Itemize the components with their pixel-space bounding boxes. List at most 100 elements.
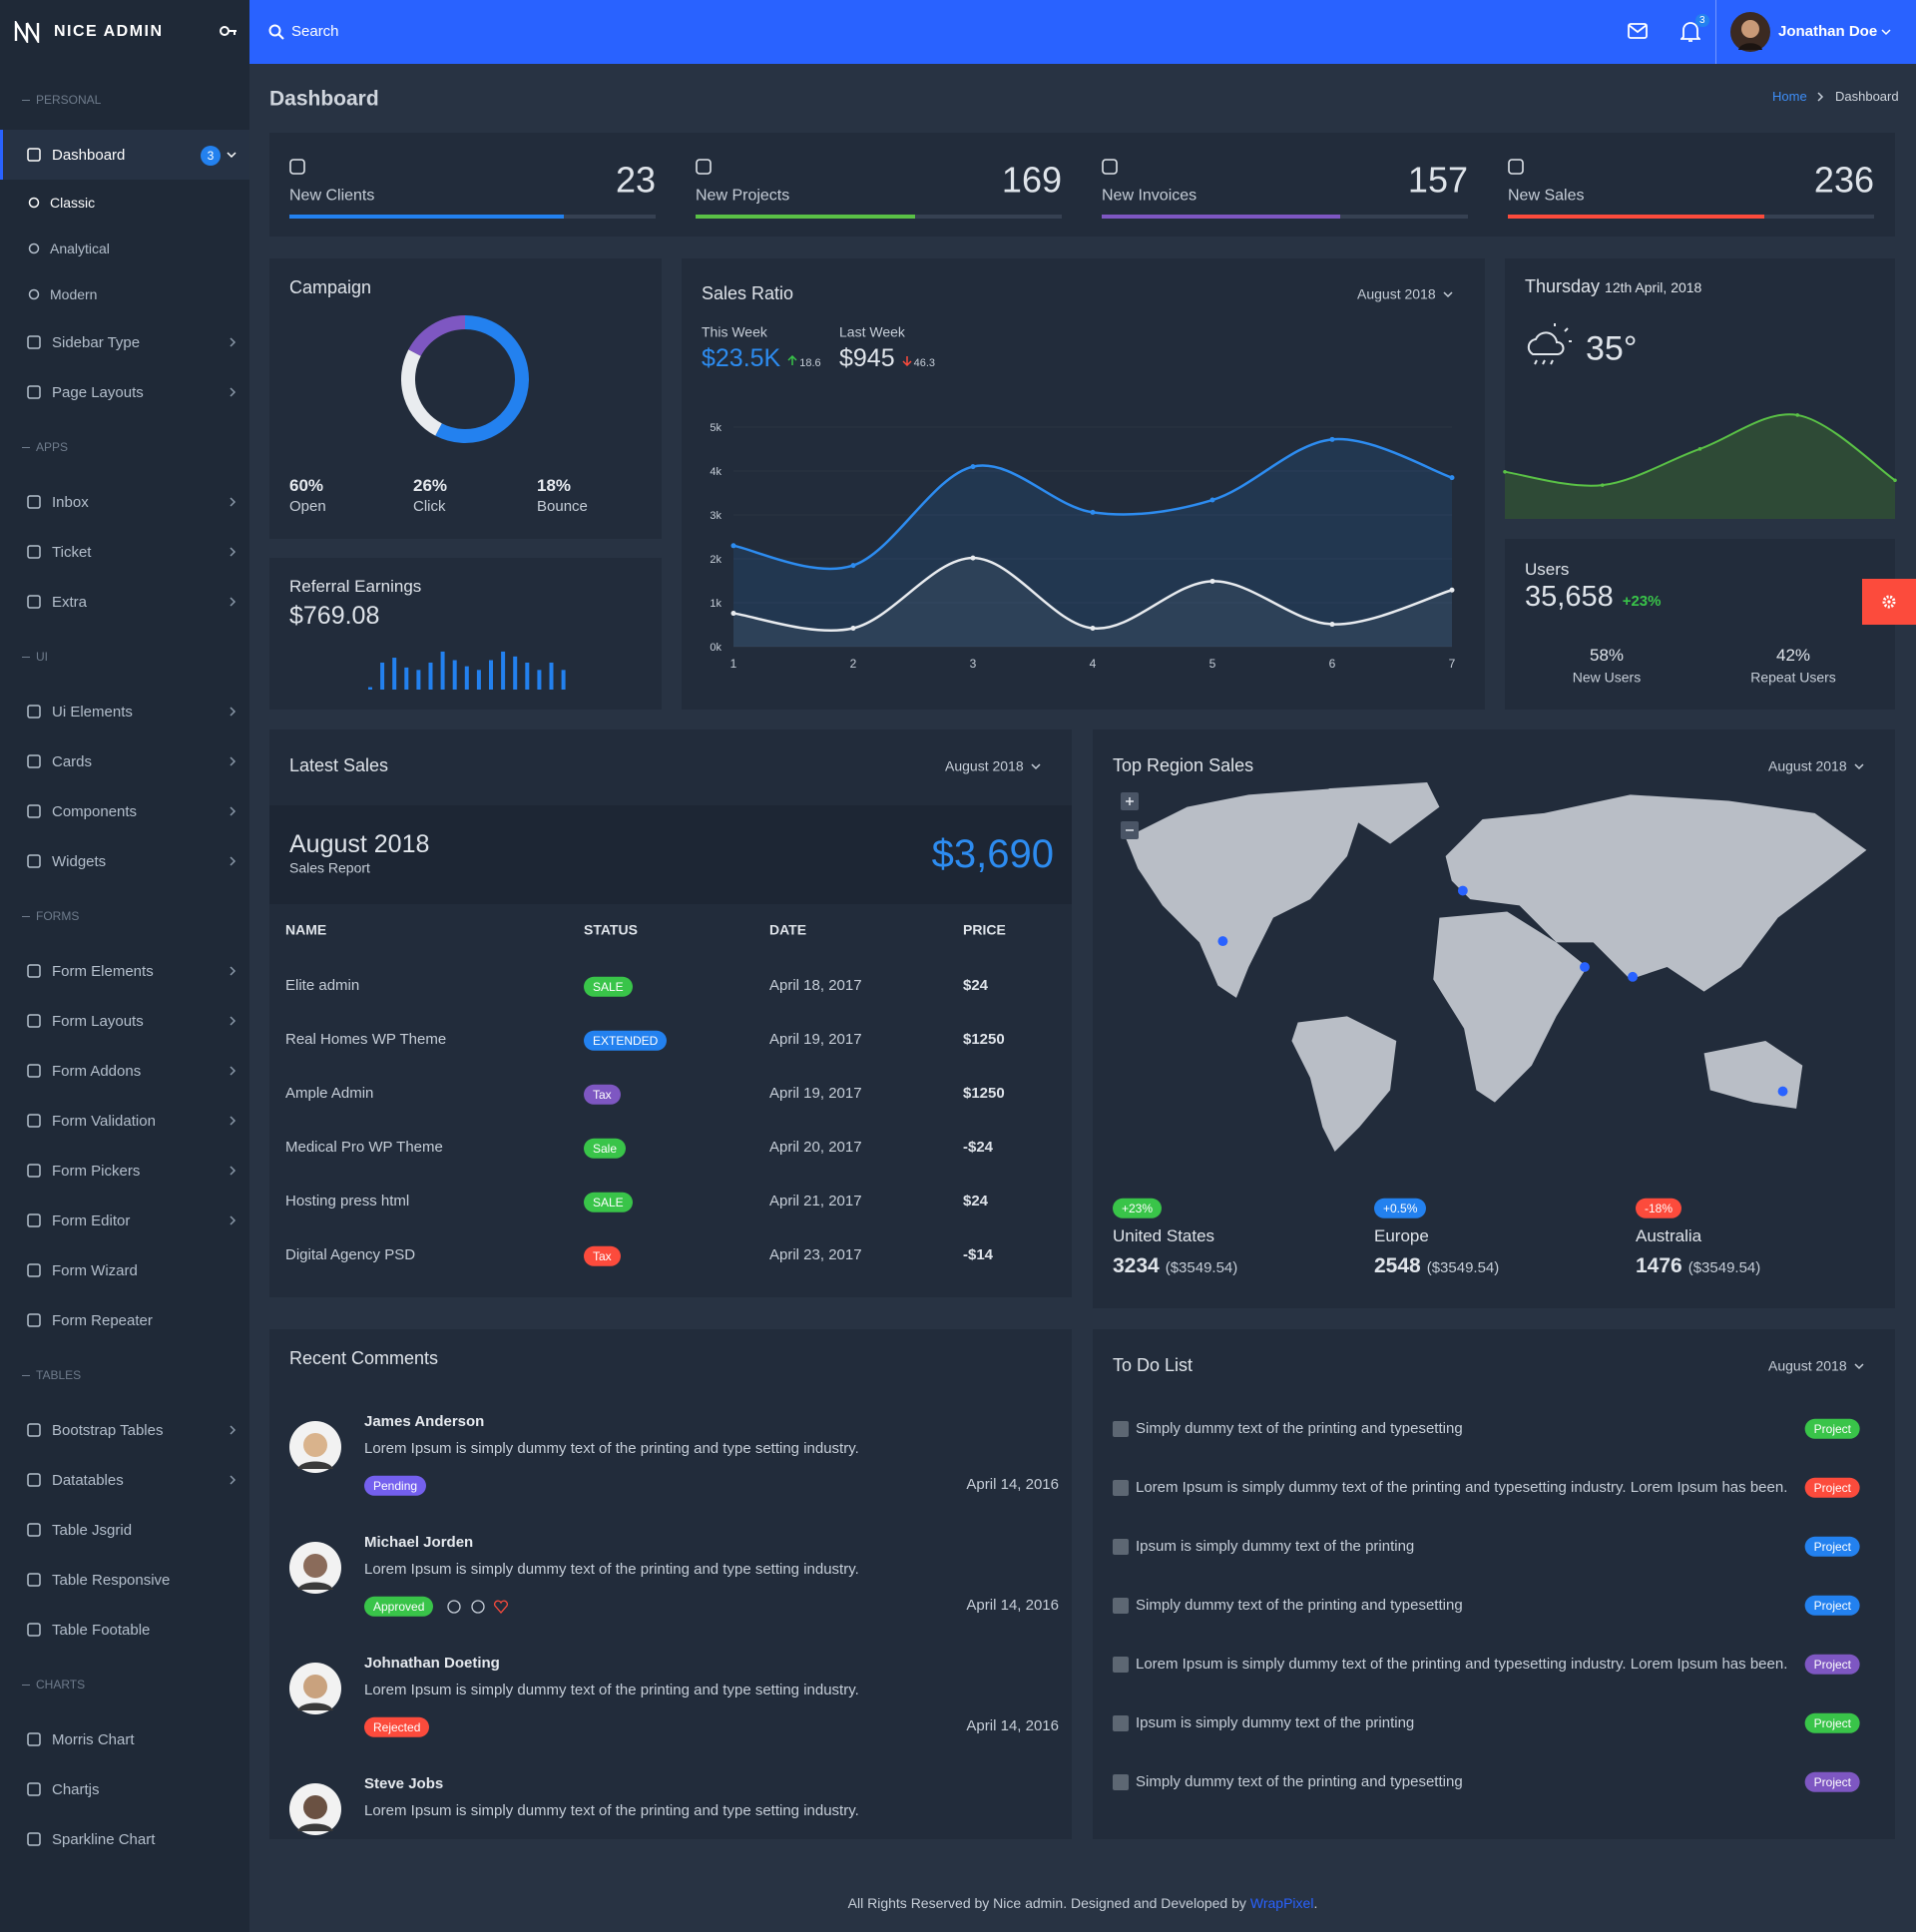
stat-icon — [289, 159, 305, 175]
todo-checkbox[interactable] — [1113, 1480, 1129, 1496]
cell-name: Elite admin — [285, 977, 360, 994]
map-marker[interactable] — [1777, 1086, 1788, 1097]
period-select[interactable]: August 2018 — [945, 757, 1024, 774]
icon-part — [1887, 600, 1891, 604]
y-tick-label: 3k — [710, 510, 721, 522]
column-header: DATE — [769, 921, 807, 938]
mail-icon[interactable] — [1628, 23, 1648, 39]
sidebar-item[interactable]: Sparkline Chart — [0, 1814, 249, 1864]
section-dash — [22, 656, 30, 658]
bell-icon[interactable] — [1680, 21, 1700, 43]
period-select[interactable]: August 2018 — [1357, 285, 1436, 302]
y-tick-label: 1k — [710, 598, 721, 610]
search-input[interactable]: Search — [291, 23, 339, 40]
user-avatar[interactable] — [1730, 12, 1770, 52]
footer-link[interactable]: WrapPixel — [1249, 1895, 1314, 1911]
sidebar-item[interactable]: Table Jsgrid — [0, 1505, 249, 1555]
sidebar-label: Form Elements — [52, 962, 154, 980]
card-title: Users — [1525, 559, 1570, 579]
sidebar-item[interactable]: Chartjs — [0, 1764, 249, 1814]
sidebar-subitem[interactable]: Analytical — [0, 226, 249, 271]
todo-checkbox[interactable] — [1113, 1539, 1129, 1555]
breadcrumb-link[interactable]: Home — [1772, 89, 1807, 105]
icon-part — [27, 1423, 41, 1437]
sidebar-subitem[interactable]: Classic — [0, 180, 249, 226]
settings-button[interactable] — [1862, 579, 1916, 625]
todo-badge: Project — [1804, 1654, 1860, 1676]
todo-checkbox[interactable] — [1113, 1657, 1129, 1673]
map-marker[interactable] — [1580, 962, 1590, 972]
sidebar-section-title: TABLES — [0, 1345, 249, 1405]
sidebar-item[interactable]: Form Validation — [0, 1096, 249, 1146]
cell-date: April 18, 2017 — [769, 977, 862, 994]
sidebar-item[interactable]: Table Responsive — [0, 1555, 249, 1605]
y-tick-label: 5k — [710, 422, 721, 434]
icon-part[interactable] — [494, 1600, 508, 1614]
sidebar-item[interactable]: Ticket — [0, 527, 249, 577]
sidebar-item[interactable]: Form Wizard — [0, 1245, 249, 1295]
sidebar-item[interactable]: Table Footable — [0, 1605, 249, 1655]
chevron-icon — [230, 387, 237, 397]
sidebar-item[interactable]: Form Addons — [0, 1046, 249, 1096]
chevron-icon — [230, 1016, 237, 1026]
sidebar-item[interactable]: Ui Elements — [0, 687, 249, 736]
stat-icon — [1508, 159, 1524, 175]
icon-part — [1628, 23, 1648, 39]
sidebar-label: Sidebar Type — [52, 333, 141, 351]
icon-part[interactable] — [447, 1600, 461, 1614]
stat-value: 236 — [1813, 159, 1874, 201]
sidebar-item[interactable]: Cards — [0, 736, 249, 786]
sidebar-item[interactable]: Form Layouts — [0, 996, 249, 1046]
sidebar-item[interactable]: Widgets — [0, 836, 249, 886]
y-tick-label: 2k — [710, 554, 721, 566]
cell-price: -$14 — [963, 1246, 994, 1263]
sidebar-item[interactable]: Page Layouts — [0, 367, 249, 417]
cell-date: April 21, 2017 — [769, 1193, 862, 1209]
sidebar-item[interactable]: Form Editor — [0, 1196, 249, 1245]
sidebar-item[interactable]: Inbox — [0, 477, 249, 527]
split-value: 58% — [1589, 645, 1625, 665]
icon-part[interactable] — [471, 1600, 485, 1614]
chevron — [230, 1066, 237, 1076]
sidebar-item[interactable]: Extra — [0, 577, 249, 627]
sidebar-label: Extra — [52, 593, 88, 611]
icon-part — [268, 24, 281, 37]
avatar-face — [303, 1433, 327, 1457]
map-marker[interactable] — [1457, 885, 1468, 896]
sidebar-section-title: APPS — [0, 417, 249, 477]
bar — [489, 660, 493, 690]
chevron — [230, 1116, 237, 1126]
sidebar-label: Page Layouts — [52, 383, 144, 401]
period-select[interactable]: August 2018 — [1768, 1357, 1847, 1374]
comment-date: April 14, 2016 — [966, 1476, 1059, 1493]
sidebar-item[interactable]: Bootstrap Tables — [0, 1405, 249, 1455]
sidebar-item[interactable]: Form Pickers — [0, 1146, 249, 1196]
user-name[interactable]: Jonathan Doe — [1778, 23, 1878, 40]
sidebar-item[interactable]: Components — [0, 786, 249, 836]
region-value: 3234 ($3549.54) — [1113, 1254, 1237, 1278]
referral-card: Referral Earnings $769.08 — [269, 558, 662, 710]
todo-checkbox[interactable] — [1113, 1715, 1129, 1731]
chevron — [1881, 29, 1891, 36]
sidebar-item[interactable]: Sidebar Type — [0, 317, 249, 367]
card-title: Top Region Sales — [1113, 755, 1254, 776]
sidebar-item[interactable]: Datatables — [0, 1455, 249, 1505]
todo-checkbox[interactable] — [1113, 1598, 1129, 1614]
todo-checkbox[interactable] — [1113, 1774, 1129, 1790]
todo-checkbox[interactable] — [1113, 1421, 1129, 1437]
sidebar-item[interactable]: Morris Chart — [0, 1714, 249, 1764]
legend-label: Click — [413, 498, 446, 515]
sidebar-item[interactable]: Dashboard 3 — [0, 130, 249, 180]
sidebar-subitem[interactable]: Modern — [0, 271, 249, 317]
bar-chart — [368, 651, 566, 690]
map-marker[interactable] — [1628, 971, 1638, 982]
sidebar-label: Form Layouts — [52, 1012, 144, 1030]
report-total: $3,690 — [931, 832, 1054, 876]
toggle-icon[interactable] — [220, 24, 238, 38]
sidebar-item[interactable]: Form Repeater — [0, 1295, 249, 1345]
sidebar-label: Table Footable — [52, 1621, 151, 1639]
sidebar-item[interactable]: Form Elements — [0, 946, 249, 996]
map-marker[interactable] — [1217, 936, 1228, 947]
stat-value: 23 — [615, 159, 656, 201]
period-select[interactable]: August 2018 — [1768, 757, 1847, 774]
